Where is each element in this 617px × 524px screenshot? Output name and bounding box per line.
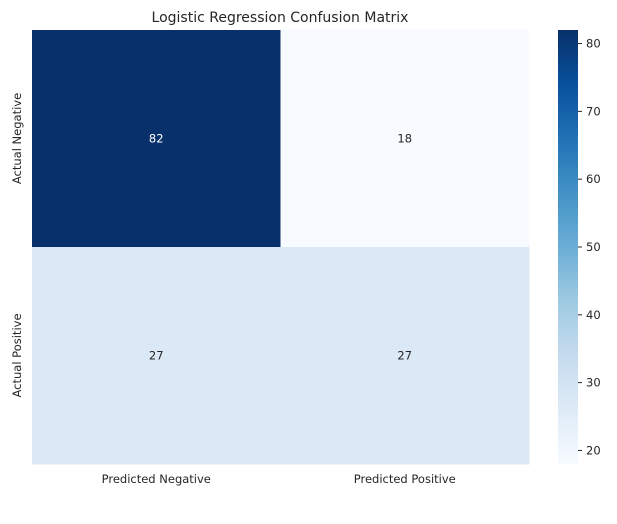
y-tick-label: Actual Positive [10, 313, 24, 397]
x-axis-tick-labels: Predicted Negative Predicted Positive [102, 472, 456, 486]
colorbar-tick-label: 20 [586, 443, 601, 457]
x-tick-label: Predicted Negative [102, 472, 211, 486]
cell-value-label: 82 [149, 132, 164, 146]
heatmap-cell [280, 30, 530, 248]
cell-value-label: 18 [397, 132, 412, 146]
colorbar-tick-label: 60 [586, 172, 601, 186]
colorbar-tick-labels: 20 30 40 50 60 70 80 [578, 37, 601, 457]
colorbar-tick-label: 50 [586, 240, 601, 254]
heatmap-cell [32, 30, 281, 248]
colorbar-tick-label: 40 [586, 308, 601, 322]
y-tick-label: Actual Negative [10, 93, 24, 184]
heatmap-cell [32, 247, 281, 465]
colorbar-tick-label: 80 [586, 37, 601, 51]
heatmap-cell [280, 247, 530, 465]
heatmap-annotations: 82 18 27 27 [149, 132, 412, 363]
colorbar-tick-label: 30 [586, 376, 601, 390]
colorbar [558, 30, 578, 464]
cell-value-label: 27 [397, 349, 412, 363]
chart-title: Logistic Regression Confusion Matrix [152, 10, 409, 26]
heatmap-cells [32, 30, 530, 465]
cell-value-label: 27 [149, 349, 164, 363]
x-tick-label: Predicted Positive [354, 472, 456, 486]
colorbar-tick-label: 70 [586, 104, 601, 118]
y-axis-tick-labels: Actual Negative Actual Positive [10, 93, 24, 398]
